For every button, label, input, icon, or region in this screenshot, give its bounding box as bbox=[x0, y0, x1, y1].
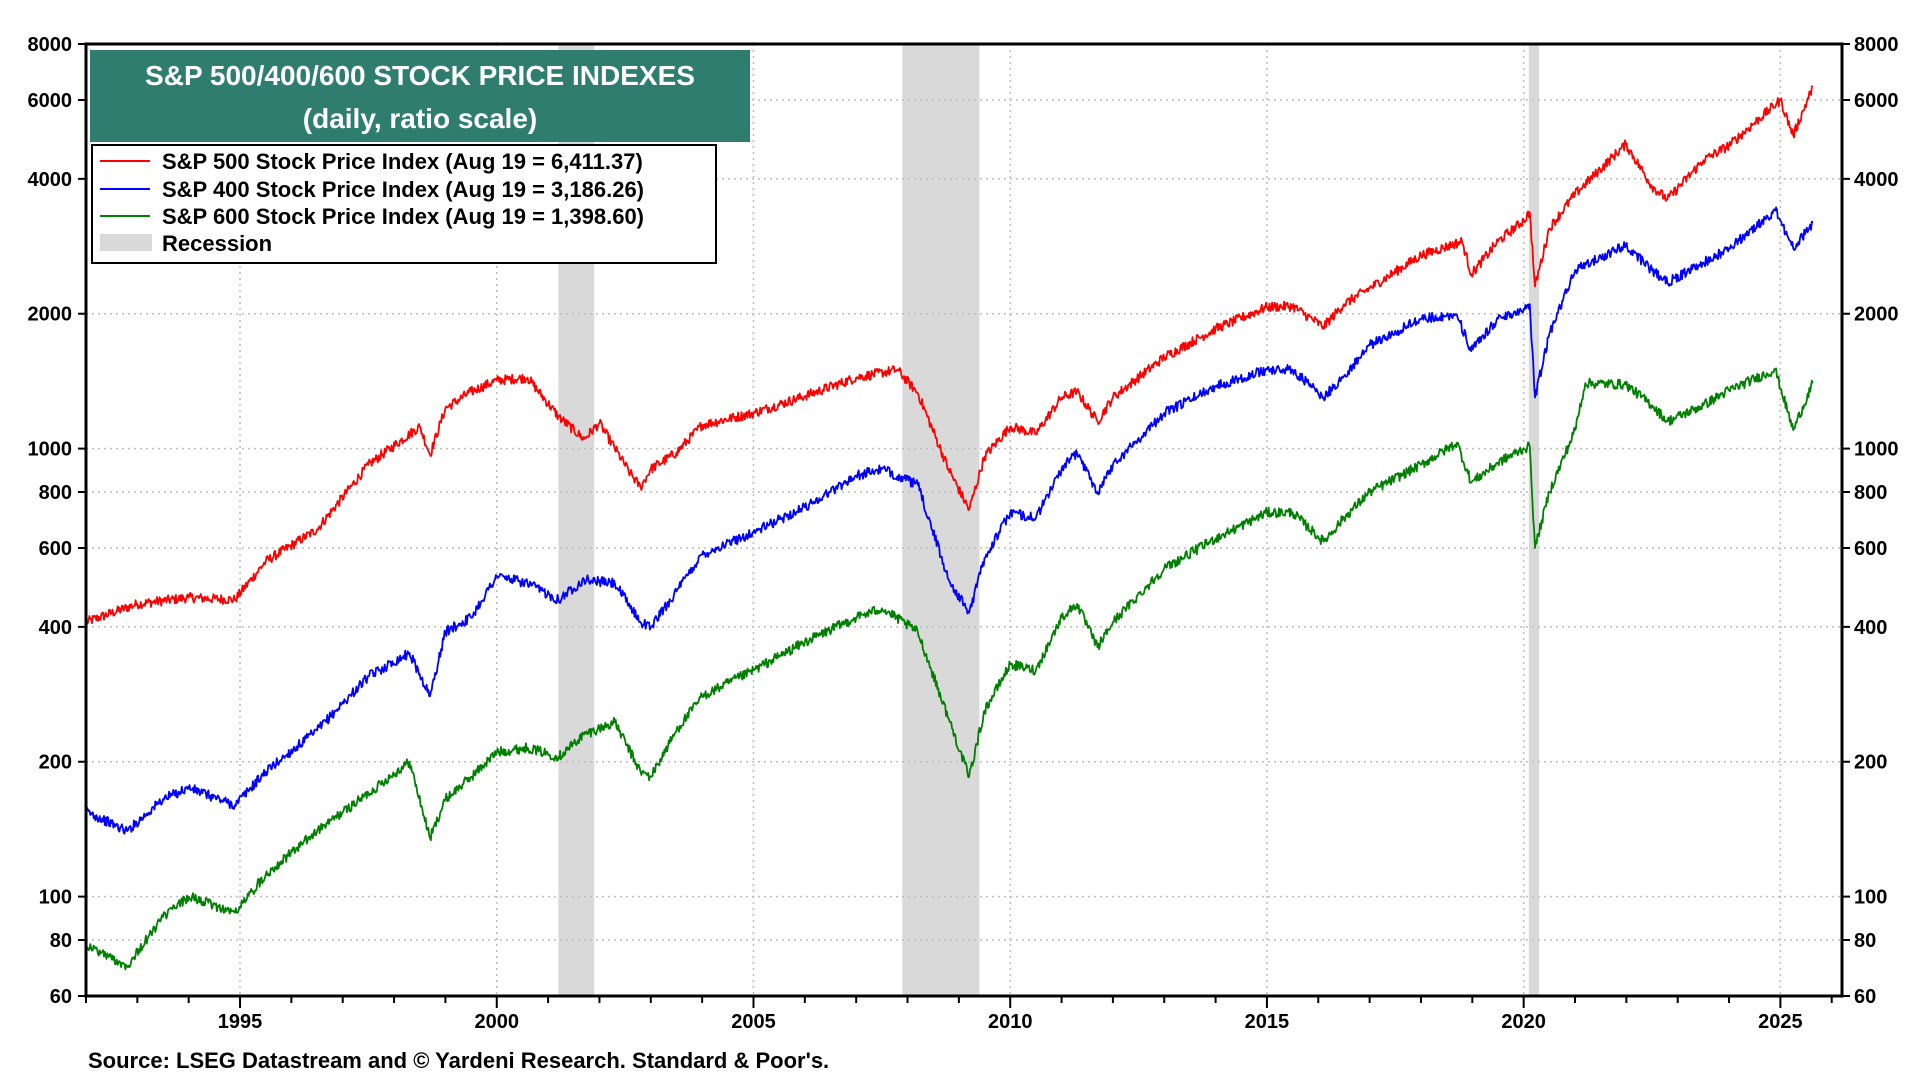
gridlines bbox=[86, 44, 1842, 996]
legend-label-sp500: S&P 500 Stock Price Index (Aug 19 = 6,41… bbox=[162, 149, 643, 174]
x-tick-label: 2005 bbox=[731, 1011, 776, 1033]
source-note: Source: LSEG Datastream and © Yardeni Re… bbox=[88, 1048, 830, 1073]
y-tick-label-left: 80 bbox=[50, 930, 72, 952]
axis-ticks: 60 60 80 80 100 100 200 200 400 400 600 600 800 800 10… bbox=[28, 34, 1899, 1033]
y-tick-label-left: 400 bbox=[39, 617, 72, 639]
series-line-2 bbox=[85, 367, 1814, 971]
series-line-1 bbox=[85, 206, 1814, 835]
x-tick-label: 1995 bbox=[218, 1011, 263, 1033]
y-tick-label-right: 600 bbox=[1854, 538, 1887, 560]
title-box: S&P 500/400/600 STOCK PRICE INDEXES (dai… bbox=[90, 50, 750, 142]
x-tick-label: 2020 bbox=[1501, 1011, 1546, 1033]
series-line-0 bbox=[85, 85, 1814, 625]
x-tick-label: 2015 bbox=[1245, 1011, 1290, 1033]
y-tick-label-right: 80 bbox=[1854, 930, 1876, 952]
series-lines bbox=[85, 85, 1814, 971]
y-tick-label-left: 2000 bbox=[28, 304, 73, 326]
y-tick-label-left: 600 bbox=[39, 538, 72, 560]
y-tick-label-left: 200 bbox=[39, 752, 72, 774]
chart-subtitle: (daily, ratio scale) bbox=[303, 103, 537, 134]
recession-band-1 bbox=[902, 44, 980, 996]
y-tick-label-right: 200 bbox=[1854, 752, 1887, 774]
y-tick-label-left: 6000 bbox=[28, 90, 73, 112]
y-tick-label-right: 60 bbox=[1854, 986, 1876, 1008]
y-tick-label-right: 8000 bbox=[1854, 34, 1899, 56]
plot-frame bbox=[84, 42, 1844, 998]
y-tick-label-right: 2000 bbox=[1854, 304, 1899, 326]
y-tick-label-left: 1000 bbox=[28, 439, 73, 461]
x-tick-label: 2025 bbox=[1758, 1011, 1803, 1033]
y-tick-label-right: 1000 bbox=[1854, 439, 1899, 461]
legend-swatch-recession bbox=[100, 234, 152, 251]
legend-label-sp400: S&P 400 Stock Price Index (Aug 19 = 3,18… bbox=[162, 177, 644, 202]
legend-label-recession: Recession bbox=[162, 231, 272, 256]
y-tick-label-right: 800 bbox=[1854, 482, 1887, 504]
y-tick-label-right: 4000 bbox=[1854, 169, 1899, 191]
x-tick-label: 2010 bbox=[988, 1011, 1033, 1033]
legend-label-sp600: S&P 600 Stock Price Index (Aug 19 = 1,39… bbox=[162, 204, 644, 229]
y-tick-label-left: 800 bbox=[39, 482, 72, 504]
y-tick-label-right: 400 bbox=[1854, 617, 1887, 639]
y-tick-label-left: 4000 bbox=[28, 169, 73, 191]
x-tick-label: 2000 bbox=[475, 1011, 520, 1033]
y-tick-label-right: 100 bbox=[1854, 887, 1887, 909]
y-tick-label-left: 60 bbox=[50, 986, 72, 1008]
y-tick-label-left: 8000 bbox=[28, 34, 73, 56]
y-tick-label-right: 6000 bbox=[1854, 90, 1899, 112]
legend: S&P 500 Stock Price Index (Aug 19 = 6,41… bbox=[91, 144, 717, 264]
y-tick-label-left: 100 bbox=[39, 887, 72, 909]
chart-title: S&P 500/400/600 STOCK PRICE INDEXES bbox=[145, 60, 695, 91]
